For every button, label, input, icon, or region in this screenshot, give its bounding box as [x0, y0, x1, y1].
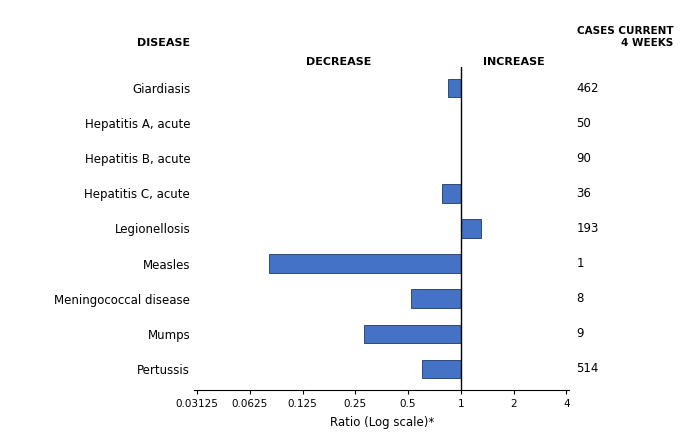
Bar [269, 254, 461, 273]
Text: 514: 514 [577, 362, 599, 375]
Bar [411, 289, 461, 308]
Bar [461, 220, 481, 237]
Text: DECREASE: DECREASE [305, 57, 371, 67]
Text: 1: 1 [577, 257, 584, 270]
Text: 462: 462 [577, 82, 599, 95]
Text: 50: 50 [577, 117, 591, 130]
X-axis label: Ratio (Log scale)*: Ratio (Log scale)* [330, 416, 434, 429]
Bar [448, 79, 461, 97]
Bar [422, 360, 461, 378]
Text: 36: 36 [577, 187, 591, 200]
Text: 193: 193 [577, 222, 599, 235]
Bar [442, 184, 461, 202]
Text: 90: 90 [577, 152, 591, 165]
Bar [364, 324, 461, 343]
Text: CASES CURRENT
4 WEEKS: CASES CURRENT 4 WEEKS [577, 26, 673, 48]
Text: DISEASE: DISEASE [137, 38, 191, 48]
Text: 9: 9 [577, 327, 584, 340]
Text: 8: 8 [577, 292, 584, 305]
Text: INCREASE: INCREASE [483, 57, 545, 67]
